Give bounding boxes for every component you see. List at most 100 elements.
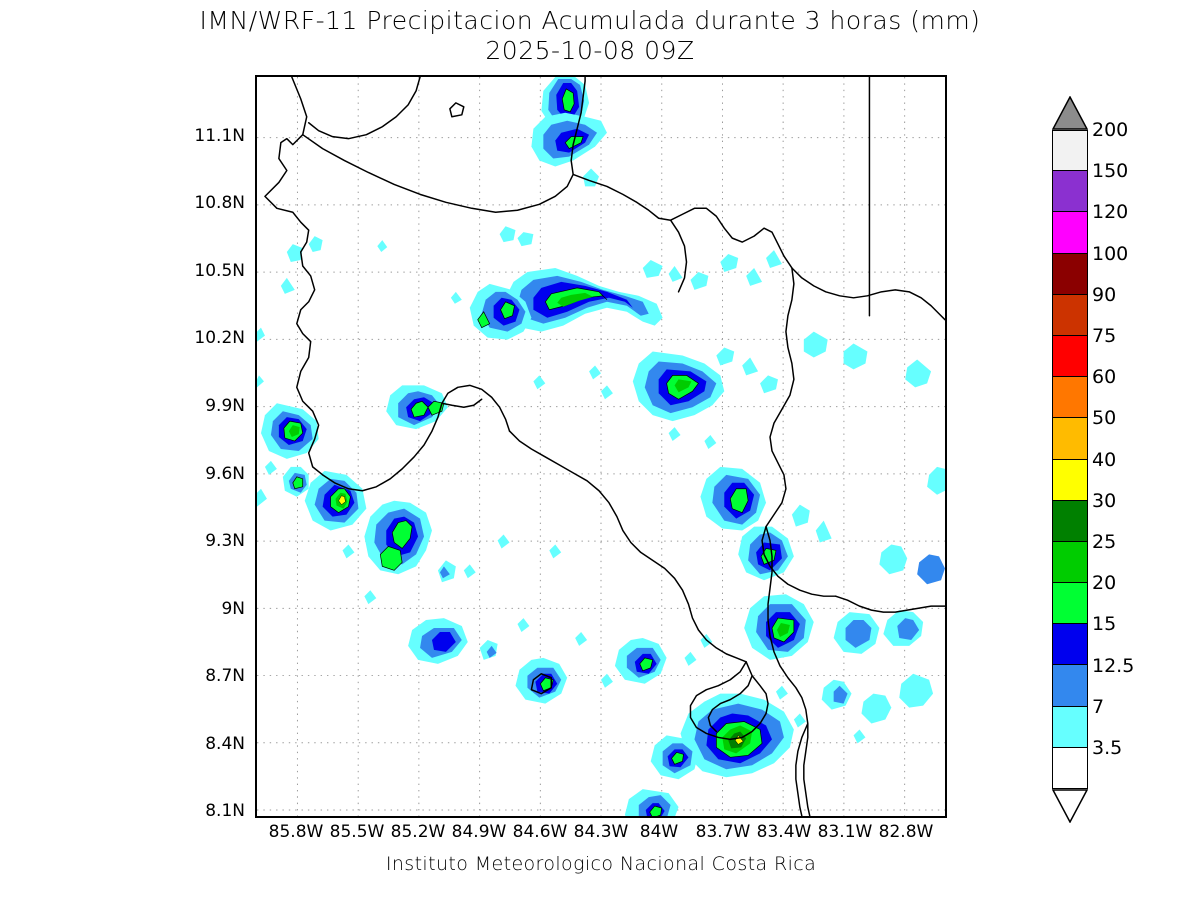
- precip-cell-o-core: [439, 566, 450, 579]
- colorbar-band-120[interactable]: [1052, 212, 1088, 254]
- precip-cell-ab: [803, 331, 828, 358]
- precip-blob-osa-lower: [650, 735, 699, 780]
- y-tick-8: 8.7N: [205, 666, 245, 686]
- colorbar-band-15[interactable]: [1052, 624, 1088, 666]
- precip-cell-y: [917, 554, 945, 585]
- colorbar-tick-30: 30: [1092, 489, 1117, 512]
- precip-cell-b: [517, 232, 534, 247]
- y-tick-7: 9N: [221, 599, 245, 619]
- colorbar-tick-20: 20: [1092, 572, 1117, 595]
- precip-cell-t-core: [897, 618, 920, 640]
- precip-cell-v: [861, 693, 892, 724]
- colorbar-band-75[interactable]: [1052, 335, 1088, 378]
- x-tick-10: 82.8W: [878, 822, 934, 842]
- precip-cell-z: [905, 359, 932, 388]
- colorbar-tick-150: 150: [1092, 160, 1129, 183]
- precip-cell-m: [742, 357, 759, 376]
- precip-blob-cordillera: [469, 283, 532, 340]
- colorbar-band-20[interactable]: [1052, 583, 1088, 625]
- colorbar-tick-7: 7: [1092, 695, 1105, 718]
- precip-blob-talamanca-2: [738, 526, 794, 581]
- precip-blob-caribbean-south: [744, 594, 814, 660]
- precip-cell-pacific-small: [282, 466, 309, 497]
- y-tick-1: 10.8N: [194, 193, 245, 213]
- precip-cell-w-core: [833, 685, 848, 704]
- map-plot-area[interactable]: [255, 75, 947, 818]
- precip-cell-u: [899, 673, 934, 708]
- y-tick-4: 9.9N: [205, 396, 245, 416]
- precip-blob-pacific-yellow-core: [304, 470, 367, 531]
- precip-cell-k: [766, 250, 782, 268]
- colorbar-tick-12-5: 12.5: [1092, 654, 1135, 677]
- y-tick-0: 11.1N: [194, 126, 245, 146]
- chart-subtitle: 2025-10-08 09Z: [485, 36, 695, 65]
- precip-cell-g: [668, 265, 683, 282]
- x-tick-5: 84.3W: [573, 822, 629, 842]
- precip-blob-pacific-band: [364, 500, 432, 575]
- colorbar-tick-25: 25: [1092, 531, 1117, 553]
- precip-cell-c: [286, 244, 303, 262]
- colorbar-tick-3-5: 3.5: [1092, 737, 1123, 759]
- colorbar-band-40[interactable]: [1052, 459, 1088, 501]
- y-tick-10: 8.1N: [205, 801, 245, 821]
- coastline-borders: [264, 77, 945, 816]
- precip-cell-x: [879, 544, 908, 575]
- colorbar-bottom-arrow: [1052, 789, 1088, 824]
- colorbar-tick-75: 75: [1092, 325, 1117, 347]
- y-tick-9: 8.4N: [205, 734, 245, 754]
- colorbar-band-50[interactable]: [1052, 418, 1088, 460]
- colorbar-band-200[interactable]: [1052, 130, 1088, 172]
- colorbar-tick-200: 200: [1092, 119, 1129, 141]
- precip-cell-r: [815, 520, 832, 543]
- precip-cell-f: [642, 260, 663, 278]
- map-canvas: [257, 77, 945, 816]
- x-tick-2: 85.2W: [390, 822, 446, 842]
- precip-cell-a: [499, 226, 516, 243]
- precip-scattered-dots: [257, 240, 866, 744]
- precip-blob-central-south-2: [614, 637, 667, 684]
- precip-blob-east-mid: [632, 351, 725, 422]
- colorbar[interactable]: [1052, 130, 1088, 789]
- colorbar-band-60[interactable]: [1052, 377, 1088, 419]
- precip-blob-central-south: [515, 657, 568, 704]
- precip-cell-e: [280, 277, 295, 294]
- x-tick-4: 84.6W: [512, 822, 568, 842]
- y-tick-2: 10.5N: [194, 261, 245, 281]
- precip-cell-ac: [927, 466, 945, 495]
- colorbar-band-7[interactable]: [1052, 706, 1088, 748]
- colorbar-band-150[interactable]: [1052, 171, 1088, 213]
- precip-cell-l: [716, 347, 735, 366]
- x-tick-8: 83.4W: [756, 822, 812, 842]
- colorbar-tick-100: 100: [1092, 242, 1129, 265]
- precipitation-map-svg: [257, 77, 945, 816]
- precipitation-contours: [257, 77, 945, 816]
- x-tick-1: 85.5W: [329, 822, 385, 842]
- colorbar-band-90[interactable]: [1052, 294, 1088, 336]
- colorbar-band-12-5[interactable]: [1052, 665, 1088, 707]
- page-title: IMN/WRF-11 Precipitacion Acumulada duran…: [199, 6, 981, 35]
- colorbar-top-arrow: [1052, 96, 1088, 130]
- precip-cell-aa: [843, 343, 868, 370]
- precip-cell-q: [791, 504, 810, 527]
- colorbar-tick-120: 120: [1092, 201, 1129, 224]
- x-tick-3: 84.9W: [451, 822, 507, 842]
- footer-credit: Instituto Meteorologico Nacional Costa R…: [385, 853, 817, 875]
- x-tick-9: 83.1W: [817, 822, 873, 842]
- colorbar-band-25[interactable]: [1052, 541, 1088, 584]
- precip-blob-south-pacific: [624, 789, 679, 816]
- precip-cell-j: [746, 267, 763, 286]
- colorbar-band-100[interactable]: [1052, 253, 1088, 295]
- colorbar-tick-90: 90: [1092, 283, 1117, 306]
- x-tick-6: 84W: [639, 822, 679, 842]
- colorbar-band-3-5[interactable]: [1052, 747, 1088, 789]
- x-tick-0: 85.8W: [268, 822, 324, 842]
- precip-blob-talamanca: [700, 466, 767, 531]
- precip-blob-sw-scatter: [408, 618, 468, 664]
- chart-title-block: IMN/WRF-11 Precipitacion Acumulada duran…: [0, 6, 1180, 66]
- precip-cell-i: [720, 254, 739, 272]
- colorbar-band-30[interactable]: [1052, 500, 1088, 542]
- colorbar-tick-15: 15: [1092, 613, 1117, 636]
- precip-cell-h: [690, 271, 709, 290]
- precip-cell-s-core: [845, 620, 872, 648]
- precip-blob-central-valley: [505, 267, 663, 332]
